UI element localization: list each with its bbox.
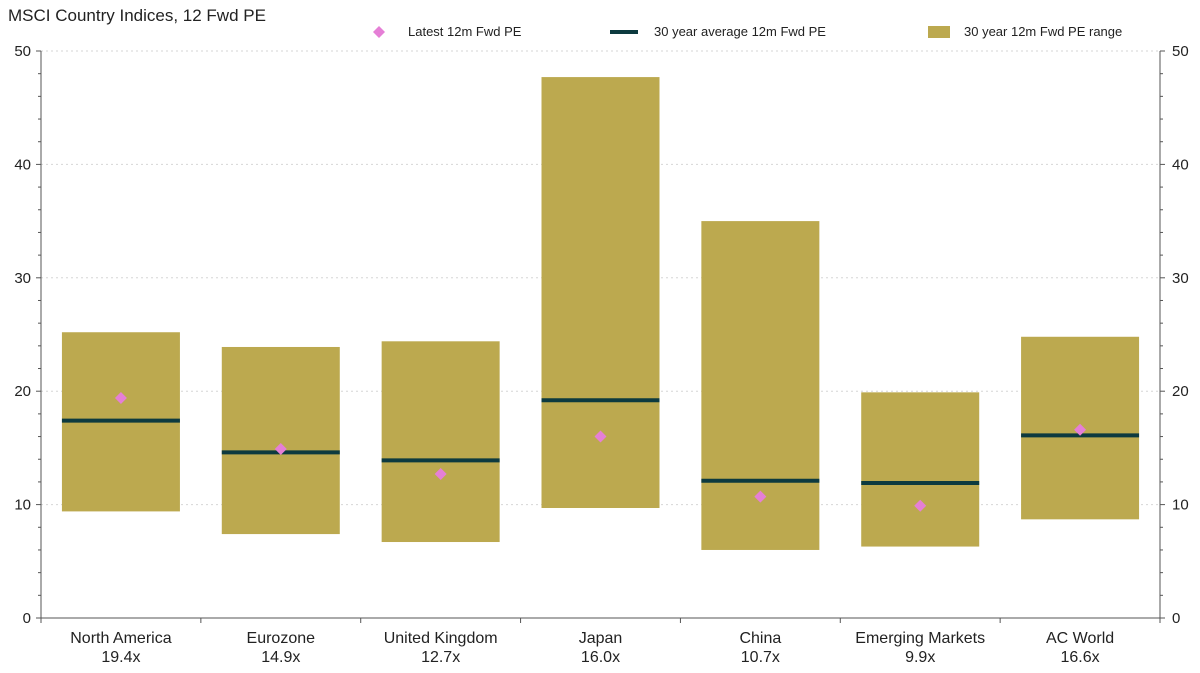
latest-marker [114, 392, 127, 405]
range-bar [381, 341, 500, 543]
y-tick-label-left: 20 [14, 383, 31, 400]
chart-title: MSCI Country Indices, 12 Fwd PE [8, 6, 266, 25]
category-label: Japan [579, 630, 623, 647]
diamond-marker-icon [373, 25, 385, 38]
range-bar [221, 346, 340, 535]
y-tick-label-right: 40 [1172, 156, 1189, 173]
y-tick-label-right: 50 [1172, 43, 1189, 60]
legend-label-latest: Latest 12m Fwd PE [408, 24, 522, 39]
legend-item-latest: Latest 12m Fwd PE [372, 24, 521, 39]
category-label: AC World [1046, 630, 1114, 647]
category-label: United Kingdom [384, 630, 498, 647]
legend-item-range: 30 year 12m Fwd PE range [928, 24, 1122, 39]
category-sublabel: 19.4x [101, 649, 140, 666]
y-tick-label-left: 40 [14, 156, 31, 173]
latest-marker [274, 443, 287, 456]
range-bar [541, 77, 660, 509]
category-label: Emerging Markets [855, 630, 985, 647]
latest-markers [114, 392, 1087, 512]
latest-marker [754, 490, 767, 503]
category-sublabel: 10.7x [741, 649, 780, 666]
axes: 0 0 10 10 20 20 30 30 40 40 50 50 [14, 43, 1188, 627]
latest-marker [914, 499, 927, 512]
category-sublabel: 14.9x [261, 649, 300, 666]
category-label: Eurozone [247, 630, 316, 647]
bar-swatch-icon [928, 25, 950, 38]
y-tick-label-right: 30 [1172, 270, 1189, 287]
y-tick-label-left: 0 [23, 610, 31, 627]
y-tick-label-left: 50 [14, 43, 31, 60]
average-lines [61, 398, 1140, 486]
category-label: China [739, 630, 781, 647]
category-sublabel: 16.6x [1061, 649, 1100, 666]
legend-item-average: 30 year average 12m Fwd PE [610, 24, 826, 39]
y-tick-label-right: 20 [1172, 383, 1189, 400]
category-labels: North America 19.4x Eurozone 14.9x United Ki… [70, 630, 1114, 666]
latest-marker [1074, 423, 1087, 436]
y-tick-label-left: 30 [14, 270, 31, 287]
range-bar [861, 392, 980, 547]
legend-label-average: 30 year average 12m Fwd PE [654, 24, 826, 39]
latest-marker [434, 467, 447, 480]
range-bars [61, 77, 1140, 550]
y-tick-label-left: 10 [14, 497, 31, 514]
category-sublabel: 12.7x [421, 649, 460, 666]
y-tick-label-right: 0 [1172, 610, 1180, 627]
line-swatch-icon [610, 29, 638, 34]
category-sublabel: 16.0x [581, 649, 620, 666]
legend-label-range: 30 year 12m Fwd PE range [964, 24, 1123, 39]
y-tick-label-right: 10 [1172, 497, 1189, 514]
category-label: North America [70, 630, 171, 647]
latest-marker [594, 430, 607, 443]
category-sublabel: 9.9x [905, 649, 935, 666]
